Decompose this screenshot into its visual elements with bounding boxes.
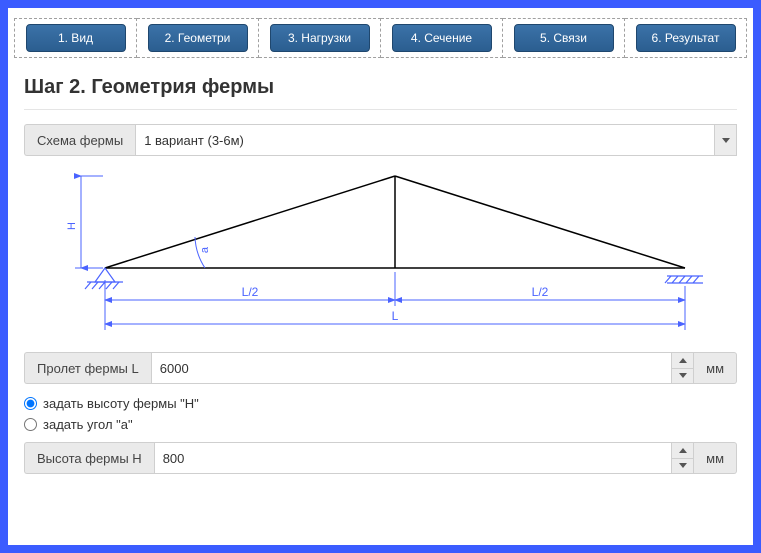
mode-angle-radio[interactable]: задать угол "a" (24, 417, 737, 432)
tab-label: 3. Нагрузки (288, 31, 351, 45)
mode-height-radio-input[interactable] (24, 397, 37, 410)
wizard-tabstrip: 1. Вид 2. Геометри 3. Нагрузки 4. Сечени… (8, 8, 753, 68)
height-input[interactable]: 800 (154, 442, 694, 474)
scheme-select[interactable]: 1 вариант (3-6м) (135, 124, 737, 156)
diagram-label-H: H (66, 222, 78, 230)
height-step-up-icon[interactable] (672, 443, 693, 459)
tab-label: 4. Сечение (411, 31, 472, 45)
mode-angle-radio-input[interactable] (24, 418, 37, 431)
scheme-label: Схема фермы (24, 124, 135, 156)
diagram-label-L2-right: L/2 (531, 285, 548, 299)
height-step-down-icon[interactable] (672, 459, 693, 474)
span-unit: мм (694, 352, 737, 384)
span-input[interactable]: 6000 (151, 352, 694, 384)
span-label: Пролет фермы L (24, 352, 151, 384)
diagram-label-L: L (391, 309, 398, 323)
tab-label: 1. Вид (58, 31, 93, 45)
tab-geometry[interactable]: 2. Геометри (148, 24, 248, 52)
diagram-label-a: a (199, 246, 211, 253)
page-title: Шаг 2. Геометрия фермы (24, 72, 737, 110)
mode-height-label: задать высоту фермы "H" (43, 396, 199, 411)
height-unit: мм (694, 442, 737, 474)
scheme-row: Схема фермы 1 вариант (3-6м) (24, 124, 737, 156)
tab-result[interactable]: 6. Результат (636, 24, 736, 52)
tab-links[interactable]: 5. Связи (514, 24, 614, 52)
mode-angle-label: задать угол "a" (43, 417, 133, 432)
outer-frame: 1. Вид 2. Геометри 3. Нагрузки 4. Сечени… (0, 0, 761, 553)
diagram-label-L2-left: L/2 (241, 285, 258, 299)
tab-label: 2. Геометри (165, 31, 231, 45)
tab-loads[interactable]: 3. Нагрузки (270, 24, 370, 52)
span-value: 6000 (160, 361, 671, 376)
span-spinner[interactable] (671, 353, 693, 383)
span-row: Пролет фермы L 6000 мм (24, 352, 737, 384)
height-spinner[interactable] (671, 443, 693, 473)
tab-label: 5. Связи (540, 31, 587, 45)
content-area: Шаг 2. Геометрия фермы Схема фермы 1 вар… (8, 68, 753, 545)
scheme-selected-value: 1 вариант (3-6м) (144, 133, 714, 148)
mode-height-radio[interactable]: задать высоту фермы "H" (24, 396, 737, 411)
height-label: Высота фермы H (24, 442, 154, 474)
dropdown-caret-icon (714, 125, 736, 155)
tab-section[interactable]: 4. Сечение (392, 24, 492, 52)
panel: 1. Вид 2. Геометри 3. Нагрузки 4. Сечени… (8, 8, 753, 545)
truss-diagram: H a (24, 168, 737, 346)
span-step-down-icon[interactable] (672, 369, 693, 384)
tab-view[interactable]: 1. Вид (26, 24, 126, 52)
height-row: Высота фермы H 800 мм (24, 442, 737, 474)
span-step-up-icon[interactable] (672, 353, 693, 369)
height-value: 800 (163, 451, 671, 466)
tab-label: 6. Результат (652, 31, 720, 45)
